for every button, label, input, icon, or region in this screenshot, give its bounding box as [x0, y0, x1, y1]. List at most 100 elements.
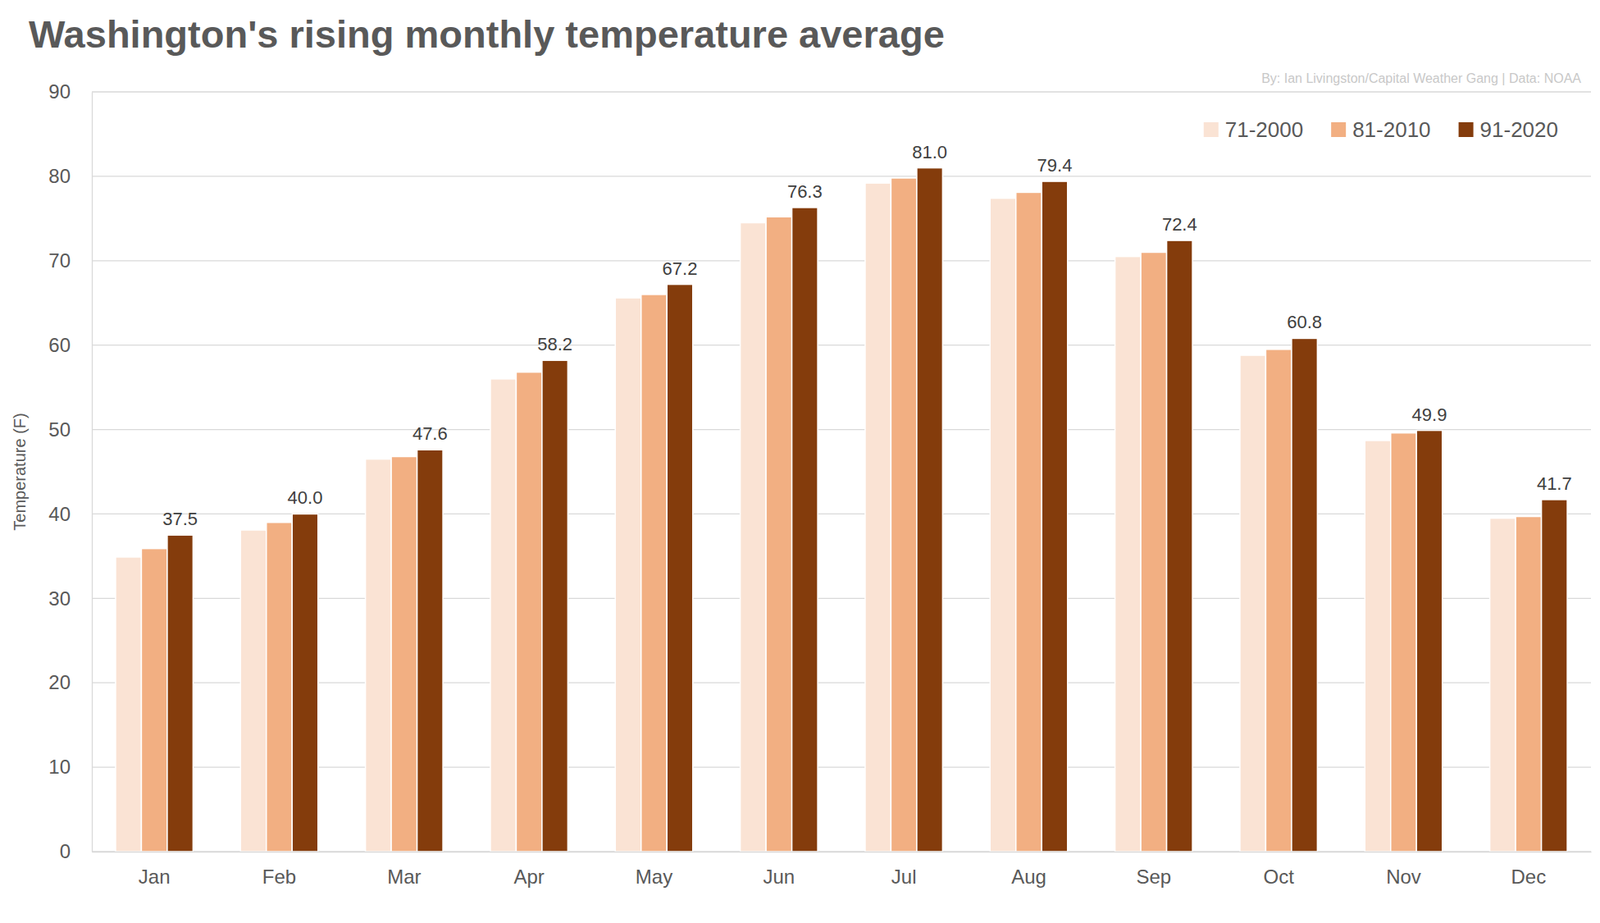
bar [1291, 337, 1318, 852]
x-tick: Jan [138, 851, 171, 888]
bar [167, 534, 193, 852]
grid-line [91, 259, 1591, 261]
bar [1541, 499, 1568, 852]
y-tick-label: 50 [48, 418, 71, 441]
y-tick-label: 10 [48, 755, 71, 778]
x-axis-line [92, 851, 1592, 853]
grid-line [91, 91, 1591, 92]
bar [417, 449, 443, 852]
series-bars [115, 182, 1516, 852]
bar [1515, 516, 1541, 852]
data-label: 37.5 [162, 508, 198, 529]
legend-label: 81-2010 [1352, 117, 1431, 142]
x-tick-label: Oct [1262, 865, 1295, 888]
x-tick: Aug [1011, 851, 1047, 888]
legend-item: 71-2000 [1203, 117, 1304, 142]
x-axis: JanFebMarAprMayJunJulAugSepOctNovDec [92, 851, 1592, 888]
y-tick: 70 [48, 249, 92, 272]
bar [890, 177, 917, 852]
grid-line [91, 344, 1591, 346]
data-label: 49.9 [1412, 404, 1448, 425]
x-tick: Oct [1262, 851, 1295, 888]
bar [989, 198, 1016, 852]
bar [916, 168, 943, 852]
bar [240, 529, 266, 852]
series-bars [167, 168, 1568, 852]
x-tick: Dec [1510, 851, 1546, 888]
series-bars [141, 177, 1541, 852]
bar [740, 222, 766, 852]
bar [365, 459, 392, 852]
bar [490, 378, 516, 852]
x-tick-label: Sep [1135, 865, 1172, 888]
y-tick-label: 70 [48, 249, 71, 272]
legend-swatch [1458, 122, 1474, 137]
bar [291, 513, 318, 852]
bar [792, 207, 818, 852]
data-label: 47.6 [412, 423, 448, 444]
credit: By: Ian Livingston/Capital Weather Gang … [1261, 71, 1582, 86]
data-label: 76.3 [787, 181, 823, 202]
bar [765, 216, 792, 852]
x-tick-label: Dec [1510, 865, 1546, 888]
x-tick-label: Mar [387, 865, 421, 888]
y-tick-label: 60 [48, 333, 71, 356]
bar [666, 284, 693, 852]
x-tick: Apr [513, 851, 544, 888]
data-label: 79.4 [1037, 154, 1073, 176]
bar [115, 556, 142, 852]
grid-line [91, 175, 1591, 177]
legend-item: 81-2010 [1331, 117, 1431, 142]
bar [1166, 240, 1193, 852]
x-tick: Sep [1135, 851, 1172, 888]
grid-line [91, 428, 1591, 430]
chart: Washington's rising monthly temperature … [0, 0, 1600, 923]
data-labels: 37.540.047.658.267.276.381.079.472.460.8… [162, 141, 1572, 530]
bars [115, 168, 1568, 852]
bar [542, 360, 568, 852]
data-label: 72.4 [1162, 214, 1198, 235]
bar [1416, 430, 1442, 852]
bar [1364, 440, 1391, 852]
bar [865, 182, 891, 852]
legend-swatch [1331, 122, 1346, 137]
bar [1041, 181, 1067, 852]
x-tick-label: Jun [762, 865, 795, 888]
bar [1016, 191, 1042, 852]
data-label: 41.7 [1536, 473, 1573, 494]
y-tick-label: 0 [59, 839, 71, 862]
y-tick: 0 [59, 839, 92, 862]
legend-swatch [1203, 122, 1219, 137]
x-tick: Mar [387, 851, 421, 888]
title: Washington's rising monthly temperature … [28, 12, 945, 56]
x-tick-label: Apr [513, 865, 544, 888]
x-tick: May [635, 851, 673, 888]
bar [1490, 518, 1516, 852]
grid [91, 91, 1591, 852]
bar [1265, 349, 1291, 852]
x-tick-label: Jan [138, 865, 171, 888]
bar [1390, 433, 1417, 852]
bar [1239, 355, 1266, 852]
legend-label: 71-2000 [1225, 117, 1304, 142]
y-tick-label: 90 [48, 80, 71, 103]
data-label: 81.0 [911, 141, 948, 163]
y-tick: 20 [48, 670, 92, 693]
data-label: 67.2 [662, 258, 698, 279]
x-tick-label: May [635, 865, 673, 888]
bar [641, 294, 667, 852]
y-tick: 50 [48, 418, 92, 441]
x-tick-label: Nov [1385, 865, 1422, 888]
x-tick-label: Feb [262, 865, 297, 888]
data-label: 60.8 [1286, 311, 1322, 333]
y-tick: 40 [48, 502, 92, 525]
bar [515, 372, 542, 852]
bar [141, 548, 167, 852]
bar [1115, 256, 1141, 852]
bar [1140, 251, 1167, 852]
bar [615, 297, 641, 852]
bar [391, 455, 417, 852]
x-tick-label: Aug [1011, 865, 1047, 888]
x-tick: Feb [262, 851, 297, 888]
data-label: 40.0 [287, 487, 324, 508]
